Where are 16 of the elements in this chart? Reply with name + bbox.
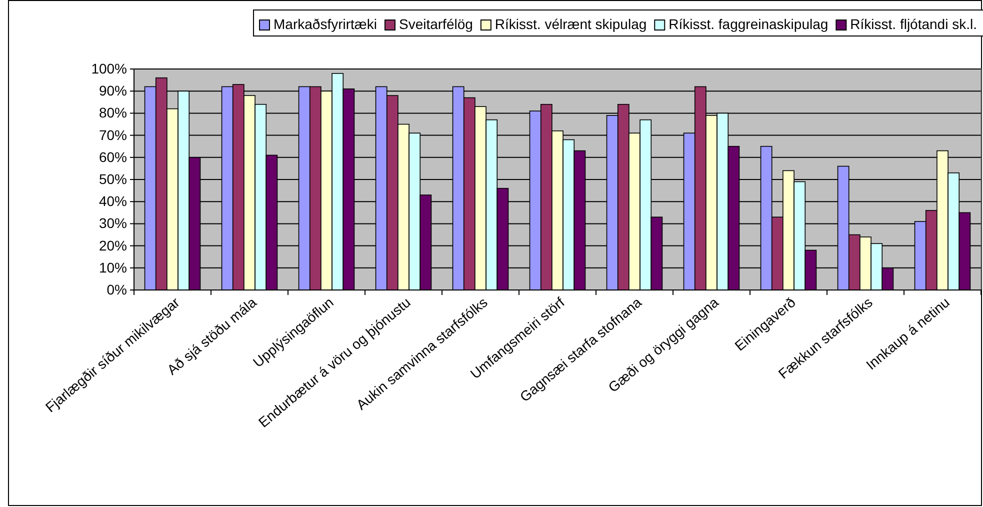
y-tick-label: 80% <box>98 104 127 121</box>
y-tick-label: 10% <box>98 259 127 276</box>
y-tick-label: 30% <box>98 215 127 232</box>
legend-label: Markaðsfyrirtæki <box>274 16 377 32</box>
legend-label: Ríkisst. vélrænt skipulag <box>494 16 647 32</box>
y-tick-label: 100% <box>91 60 127 76</box>
y-tick-label: 90% <box>98 82 127 99</box>
y-tick-label: 50% <box>98 170 127 187</box>
legend-label: Sveitarfélög <box>398 16 473 32</box>
y-tick-label: 20% <box>98 237 127 254</box>
y-tick-label: 70% <box>98 126 127 143</box>
y-tick-label: 0% <box>106 281 127 298</box>
legend-label: Ríkisst. faggreinaskipulag <box>668 16 828 32</box>
y-tick-label: 40% <box>98 193 127 210</box>
y-tick-label: 60% <box>98 148 127 165</box>
legend-label: Ríkisst. fljótandi sk.l. <box>850 16 977 32</box>
